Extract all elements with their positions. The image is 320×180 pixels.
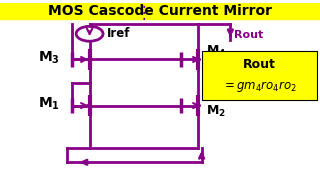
Bar — [202, 51, 317, 100]
Text: $\mathbf{M_4}$: $\mathbf{M_4}$ — [206, 44, 227, 59]
Text: ⋮: ⋮ — [136, 4, 152, 22]
Text: Rout: Rout — [234, 30, 263, 40]
Text: $\mathbf{M_2}$: $\mathbf{M_2}$ — [206, 104, 226, 119]
Text: Rout: Rout — [243, 58, 276, 71]
Text: MOS Cascode Current Mirror: MOS Cascode Current Mirror — [48, 4, 272, 18]
Text: $\mathbf{M_1}$: $\mathbf{M_1}$ — [38, 96, 60, 112]
Bar — [0, 3, 320, 19]
Text: $= gm_4ro_4ro_2$: $= gm_4ro_4ro_2$ — [222, 79, 297, 94]
Text: $\mathbf{M_3}$: $\mathbf{M_3}$ — [38, 50, 60, 66]
Text: Iref: Iref — [107, 27, 131, 40]
